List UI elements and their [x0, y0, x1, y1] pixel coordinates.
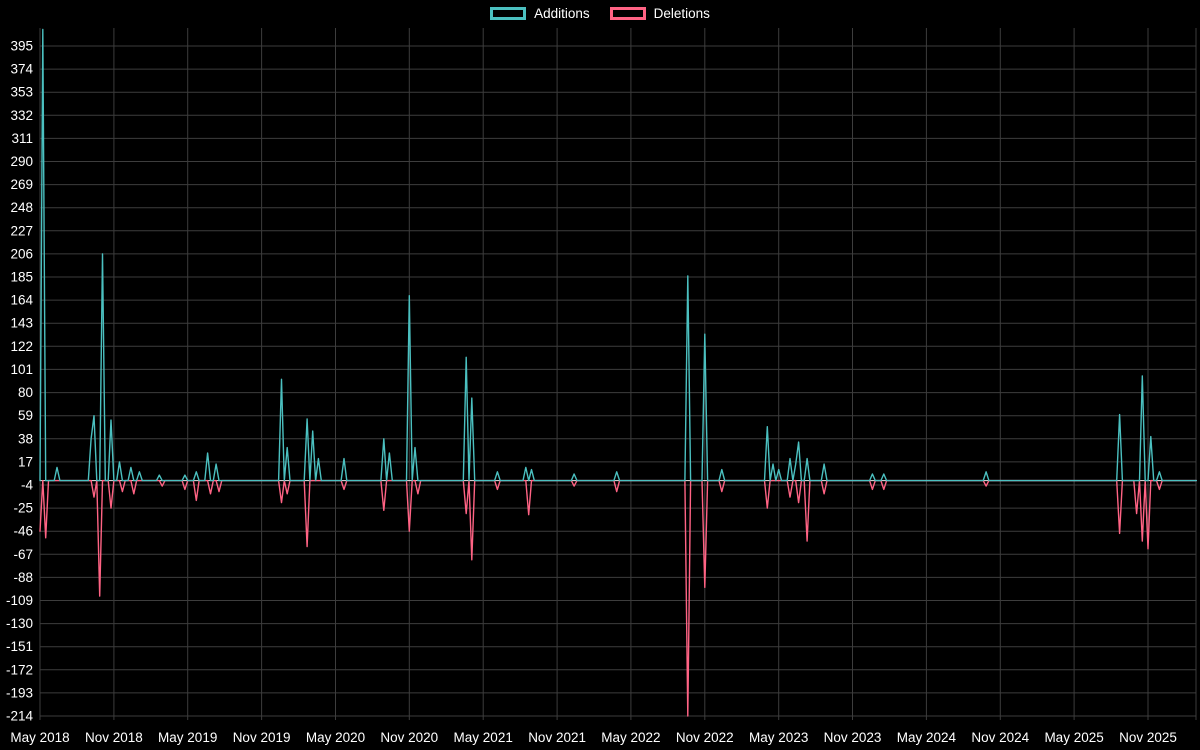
svg-text:-130: -130: [6, 616, 33, 631]
svg-text:185: 185: [10, 270, 33, 285]
svg-text:May 2021: May 2021: [454, 730, 513, 745]
deletions-line: [39, 479, 1198, 717]
svg-text:Nov 2025: Nov 2025: [1119, 730, 1177, 745]
x-axis-labels: May 2018 Nov 2018 May 2019 Nov 2019 May 2020…: [10, 730, 1177, 745]
svg-text:-88: -88: [13, 570, 33, 585]
svg-text:May 2022: May 2022: [601, 730, 660, 745]
svg-text:101: 101: [10, 362, 33, 377]
deletions-legend-label: Deletions: [653, 6, 710, 21]
svg-text:17: 17: [18, 454, 33, 469]
svg-text:332: 332: [10, 108, 33, 123]
svg-text:80: 80: [18, 385, 33, 400]
chart-legend: Additions Deletions: [0, 7, 1200, 21]
additions-line: [39, 28, 1198, 482]
svg-text:Nov 2020: Nov 2020: [380, 730, 438, 745]
svg-text:-67: -67: [13, 547, 33, 562]
svg-text:122: 122: [10, 339, 33, 354]
svg-text:May 2025: May 2025: [1044, 730, 1103, 745]
svg-text:-46: -46: [13, 524, 33, 539]
svg-text:59: 59: [18, 408, 33, 423]
svg-text:164: 164: [10, 293, 33, 308]
svg-text:395: 395: [10, 39, 33, 54]
svg-text:May 2018: May 2018: [10, 730, 69, 745]
legend-item-deletions[interactable]: Deletions: [609, 6, 710, 21]
svg-text:38: 38: [18, 431, 33, 446]
gridlines: [39, 28, 1197, 720]
additions-swatch-icon: [490, 7, 527, 21]
svg-text:May 2024: May 2024: [897, 730, 957, 745]
svg-text:206: 206: [10, 246, 33, 261]
y-axis-labels: 395 374 353 332 311 290 269 248 227 206 185 164 143 1…: [6, 39, 34, 724]
svg-text:Nov 2018: Nov 2018: [85, 730, 143, 745]
svg-text:227: 227: [10, 223, 33, 238]
svg-text:May 2020: May 2020: [306, 730, 365, 745]
svg-text:May 2019: May 2019: [158, 730, 217, 745]
deletions-swatch-icon: [609, 7, 646, 21]
svg-text:374: 374: [10, 62, 33, 77]
svg-text:269: 269: [10, 177, 33, 192]
svg-text:-109: -109: [6, 593, 33, 608]
legend-item-additions[interactable]: Additions: [490, 7, 590, 21]
svg-text:-193: -193: [6, 685, 33, 700]
svg-text:-172: -172: [6, 662, 33, 677]
svg-text:May 2023: May 2023: [749, 730, 808, 745]
svg-text:Nov 2024: Nov 2024: [971, 730, 1029, 745]
svg-text:248: 248: [10, 200, 33, 215]
svg-text:-4: -4: [21, 478, 33, 493]
svg-text:-25: -25: [13, 501, 33, 516]
svg-text:Nov 2019: Nov 2019: [233, 730, 291, 745]
additions-legend-label: Additions: [534, 6, 590, 21]
svg-text:Nov 2021: Nov 2021: [528, 730, 586, 745]
svg-text:Nov 2022: Nov 2022: [676, 730, 734, 745]
svg-text:143: 143: [10, 316, 33, 331]
svg-text:353: 353: [10, 85, 33, 100]
svg-text:-151: -151: [6, 639, 33, 654]
svg-text:290: 290: [10, 154, 33, 169]
svg-text:Nov 2023: Nov 2023: [824, 730, 882, 745]
svg-text:311: 311: [11, 131, 33, 146]
svg-text:-214: -214: [6, 709, 34, 724]
